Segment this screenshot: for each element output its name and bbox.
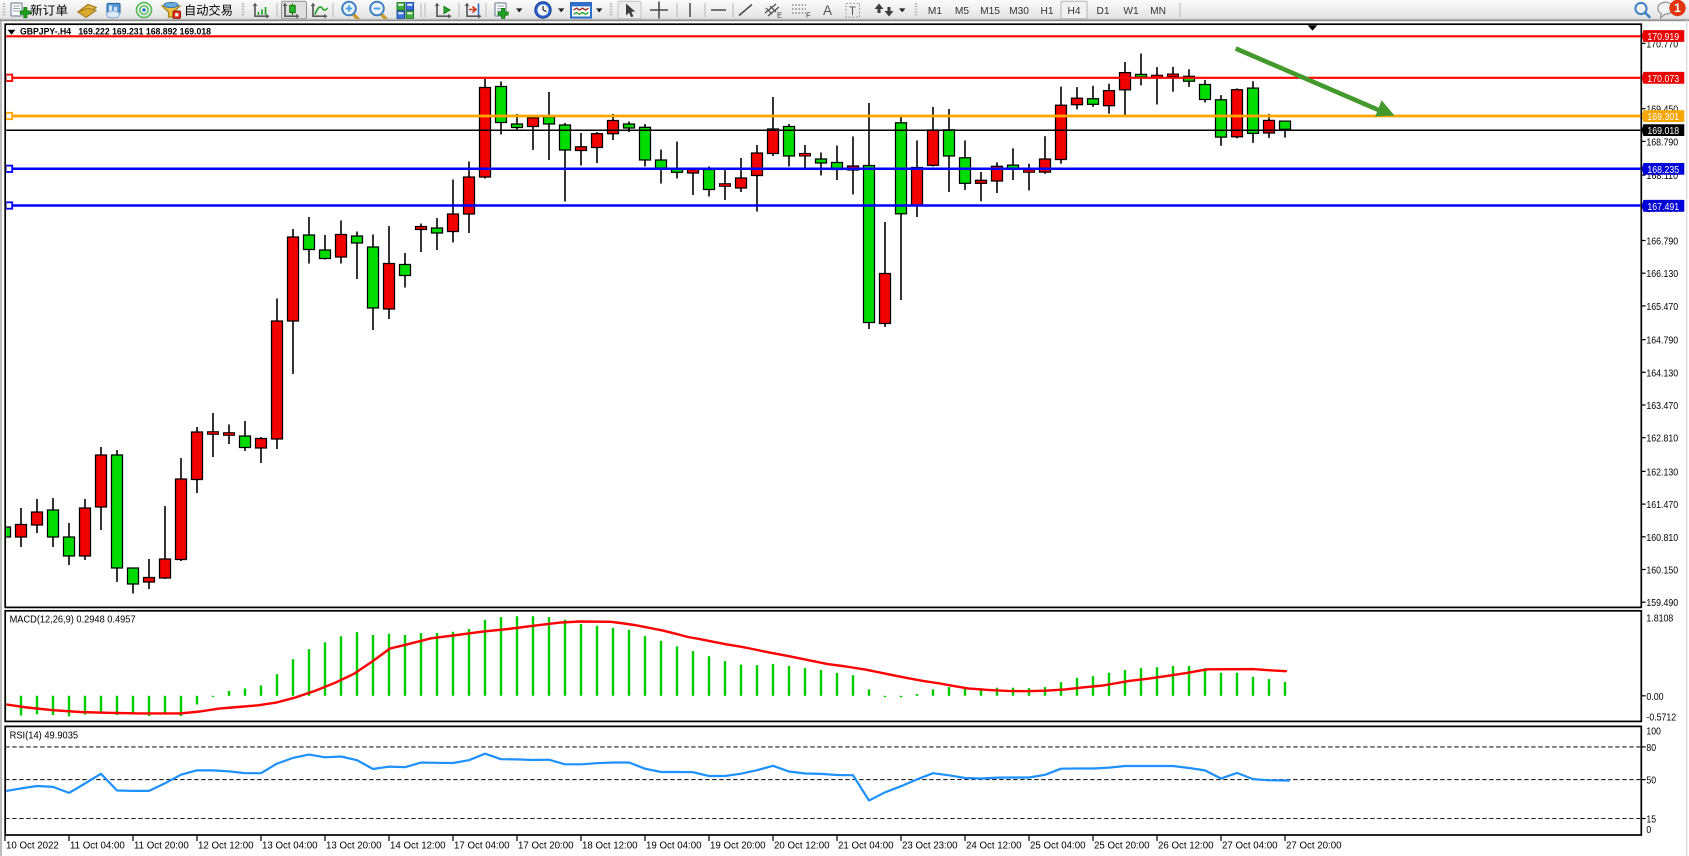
svg-text:W1: W1 [1123, 6, 1139, 17]
svg-text:12 Oct 12:00: 12 Oct 12:00 [198, 841, 254, 852]
svg-text:-0.5712: -0.5712 [1646, 712, 1676, 724]
svg-text:80: 80 [1646, 742, 1656, 754]
svg-text:161.470: 161.470 [1646, 499, 1678, 511]
svg-text:50: 50 [1646, 775, 1656, 787]
svg-text:26 Oct 12:00: 26 Oct 12:00 [1158, 841, 1214, 852]
svg-text:160.810: 160.810 [1646, 532, 1678, 544]
svg-text:1: 1 [1674, 1, 1681, 15]
svg-text:F: F [806, 11, 811, 20]
svg-text:H4: H4 [1067, 6, 1080, 17]
svg-text:168.235: 168.235 [1647, 164, 1679, 176]
svg-text:170.919: 170.919 [1647, 31, 1679, 43]
svg-text:19 Oct 20:00: 19 Oct 20:00 [710, 841, 766, 852]
svg-text:A: A [823, 3, 832, 18]
svg-text:M30: M30 [1009, 6, 1029, 17]
svg-text:169.018: 169.018 [1647, 125, 1679, 137]
svg-text:164.130: 164.130 [1646, 367, 1678, 379]
svg-text:24 Oct 12:00: 24 Oct 12:00 [966, 841, 1022, 852]
svg-text:18 Oct 12:00: 18 Oct 12:00 [582, 841, 638, 852]
svg-text:15: 15 [1646, 814, 1656, 826]
svg-text:159.490: 159.490 [1646, 597, 1678, 609]
svg-text:自动交易: 自动交易 [184, 3, 233, 18]
svg-text:M5: M5 [955, 6, 969, 17]
svg-text:168.790: 168.790 [1646, 136, 1678, 148]
svg-text:27 Oct 20:00: 27 Oct 20:00 [1286, 841, 1342, 852]
svg-text:169.301: 169.301 [1647, 111, 1679, 123]
svg-text:D1: D1 [1096, 6, 1109, 17]
svg-text:H1: H1 [1040, 6, 1053, 17]
svg-text:162.130: 162.130 [1646, 466, 1678, 478]
svg-text:162.810: 162.810 [1646, 433, 1678, 445]
svg-text:25 Oct 04:00: 25 Oct 04:00 [1030, 841, 1086, 852]
svg-text:新订单: 新订单 [30, 3, 68, 18]
svg-text:T: T [849, 6, 856, 18]
svg-text:M15: M15 [980, 6, 1000, 17]
svg-text:167.491: 167.491 [1647, 201, 1679, 213]
svg-text:100: 100 [1646, 726, 1661, 738]
svg-text:14 Oct 12:00: 14 Oct 12:00 [390, 841, 446, 852]
svg-text:164.790: 164.790 [1646, 335, 1678, 347]
svg-text:RSI(14) 49.9035: RSI(14) 49.9035 [10, 730, 79, 741]
svg-text:166.130: 166.130 [1646, 268, 1678, 280]
svg-text:MN: MN [1150, 6, 1166, 17]
svg-text:23 Oct 23:00: 23 Oct 23:00 [902, 841, 958, 852]
svg-text:13 Oct 04:00: 13 Oct 04:00 [262, 841, 318, 852]
svg-text:11 Oct 04:00: 11 Oct 04:00 [70, 841, 125, 852]
svg-text:17 Oct 04:00: 17 Oct 04:00 [454, 841, 510, 852]
svg-text:17 Oct 20:00: 17 Oct 20:00 [518, 841, 574, 852]
svg-text:25 Oct 20:00: 25 Oct 20:00 [1094, 841, 1150, 852]
svg-text:0: 0 [1646, 824, 1651, 836]
svg-text:11 Oct 20:00: 11 Oct 20:00 [134, 841, 189, 852]
svg-text:160.150: 160.150 [1646, 565, 1678, 577]
svg-text:GBPJPY-.H4 169.222 169.231 1: GBPJPY-.H4 169.222 169.231 168.892 169.0… [20, 27, 211, 38]
svg-text:1.8108: 1.8108 [1646, 613, 1673, 625]
svg-text:13 Oct 20:00: 13 Oct 20:00 [326, 841, 382, 852]
svg-text:165.470: 165.470 [1646, 301, 1678, 313]
svg-text:170.073: 170.073 [1647, 73, 1679, 85]
svg-text:166.790: 166.790 [1646, 236, 1678, 248]
svg-text:19 Oct 04:00: 19 Oct 04:00 [646, 841, 702, 852]
svg-text:163.470: 163.470 [1646, 400, 1678, 412]
svg-text:M1: M1 [928, 6, 942, 17]
svg-text:21 Oct 04:00: 21 Oct 04:00 [838, 841, 894, 852]
svg-text:E: E [777, 11, 782, 20]
svg-text:20 Oct 12:00: 20 Oct 12:00 [774, 841, 830, 852]
svg-text:27 Oct 04:00: 27 Oct 04:00 [1222, 841, 1278, 852]
svg-text:MACD(12,26,9) 0.2948 0.4957: MACD(12,26,9) 0.2948 0.4957 [10, 615, 136, 626]
svg-text:0.00: 0.00 [1646, 691, 1663, 703]
svg-text:10 Oct 2022: 10 Oct 2022 [6, 841, 59, 852]
